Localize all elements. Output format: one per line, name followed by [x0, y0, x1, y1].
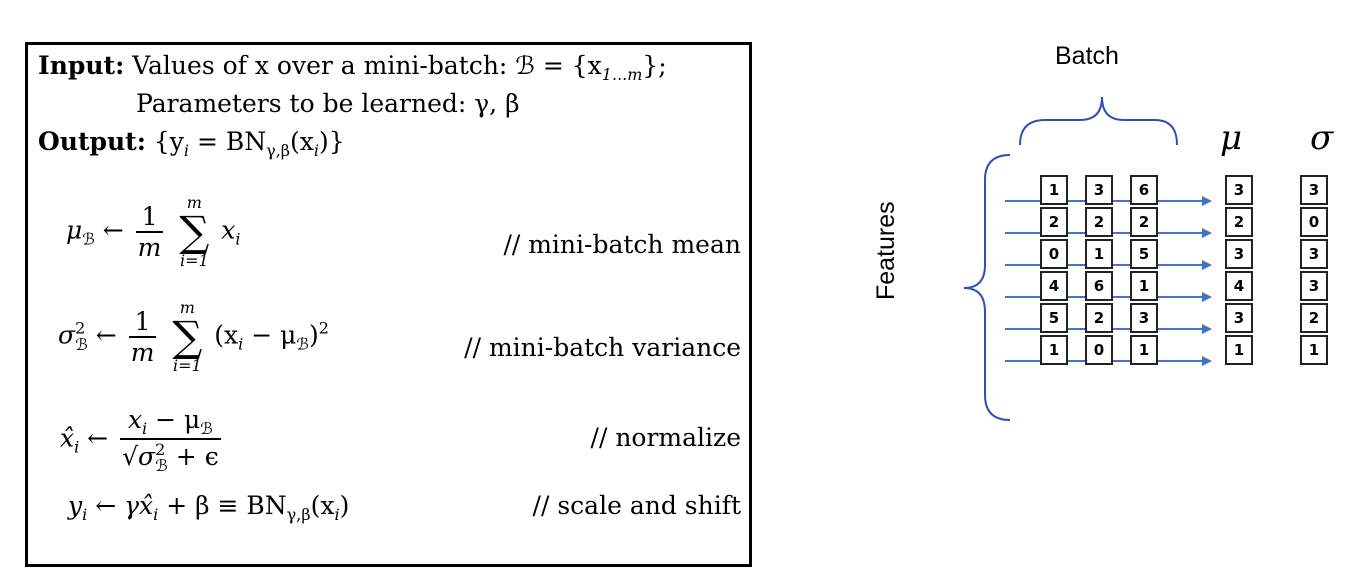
features-brace [963, 154, 1011, 421]
batch-cell: 6 [1130, 175, 1158, 205]
output-x: (x [290, 127, 314, 156]
batch-cell: 0 [1040, 239, 1068, 269]
output-y-sub: i [183, 141, 190, 160]
scale-formula: yi ← γx̂i + β ≡ BNγ,β(xi) [68, 491, 350, 524]
output-bn: = BN [189, 127, 267, 156]
input-line: Input: Values of x over a mini-batch: ℬ … [38, 51, 667, 84]
scale-comment: // scale and shift [532, 491, 741, 520]
batch-cell: 6 [1085, 271, 1113, 301]
arrow-head [1202, 324, 1212, 334]
output-bn-sub: γ,β [266, 141, 291, 160]
batch-cell: 4 [1040, 271, 1068, 301]
features-label: Features [872, 201, 900, 300]
mu-cell: 3 [1225, 303, 1253, 333]
batch-cell: 1 [1040, 175, 1068, 205]
diagram-svg [963, 96, 1212, 421]
normalize-formula: x̂i ← xi − μℬ √σ2ℬ + ϵ [60, 405, 221, 475]
batch-cell: 5 [1040, 303, 1068, 333]
output-label: Output: [38, 127, 146, 156]
input-sub: 1...m [601, 65, 643, 84]
output-line: Output: {yi = BNγ,β(xi)} [38, 127, 345, 160]
arrow-head [1202, 228, 1212, 238]
normalize-comment: // normalize [590, 423, 741, 452]
algorithm-box: Input: Values of x over a mini-batch: ℬ … [25, 42, 752, 567]
batch-cell: 2 [1085, 303, 1113, 333]
mu-cell: 3 [1225, 175, 1253, 205]
mu-cell: 2 [1225, 207, 1253, 237]
sigma-cell: 2 [1300, 303, 1328, 333]
output-x-sub: i [313, 141, 320, 160]
batch-cell: 1 [1040, 335, 1068, 365]
arrow-head [1202, 292, 1212, 302]
arrow-head [1202, 260, 1212, 270]
arrow-head [1202, 356, 1212, 366]
batch-cell: 3 [1085, 175, 1113, 205]
input-end: }; [642, 51, 667, 80]
sigma-cell: 1 [1300, 335, 1328, 365]
params-line: Parameters to be learned: γ, β [136, 89, 520, 118]
batch-cell: 2 [1040, 207, 1068, 237]
batch-brace [1019, 96, 1178, 146]
sigma-cell: 3 [1300, 239, 1328, 269]
mu-label: μ [1220, 118, 1243, 158]
mu-cell: 1 [1225, 335, 1253, 365]
variance-comment: // mini-batch variance [464, 333, 741, 362]
sigma-cell: 3 [1300, 271, 1328, 301]
batch-cell: 1 [1130, 335, 1158, 365]
sigma-cell: 3 [1300, 175, 1328, 205]
batch-cell: 2 [1085, 207, 1113, 237]
batch-cell: 1 [1085, 239, 1113, 269]
output-close: )} [319, 127, 345, 156]
sigma-label: σ [1310, 118, 1334, 158]
mean-comment: // mini-batch mean [503, 230, 741, 259]
sigma-cell: 0 [1300, 207, 1328, 237]
batch-cell: 5 [1130, 239, 1158, 269]
batch-cell: 2 [1130, 207, 1158, 237]
batch-cell: 0 [1085, 335, 1113, 365]
input-text: Values of x over a mini-batch: ℬ = {x [132, 51, 602, 80]
mu-cell: 3 [1225, 239, 1253, 269]
input-label: Input: [38, 51, 125, 80]
mu-cell: 4 [1225, 271, 1253, 301]
output-y: {y [153, 127, 184, 156]
batch-label: Batch [1055, 42, 1119, 70]
batch-cell: 3 [1130, 303, 1158, 333]
batch-cell: 1 [1130, 271, 1158, 301]
arrow-head [1202, 196, 1212, 206]
